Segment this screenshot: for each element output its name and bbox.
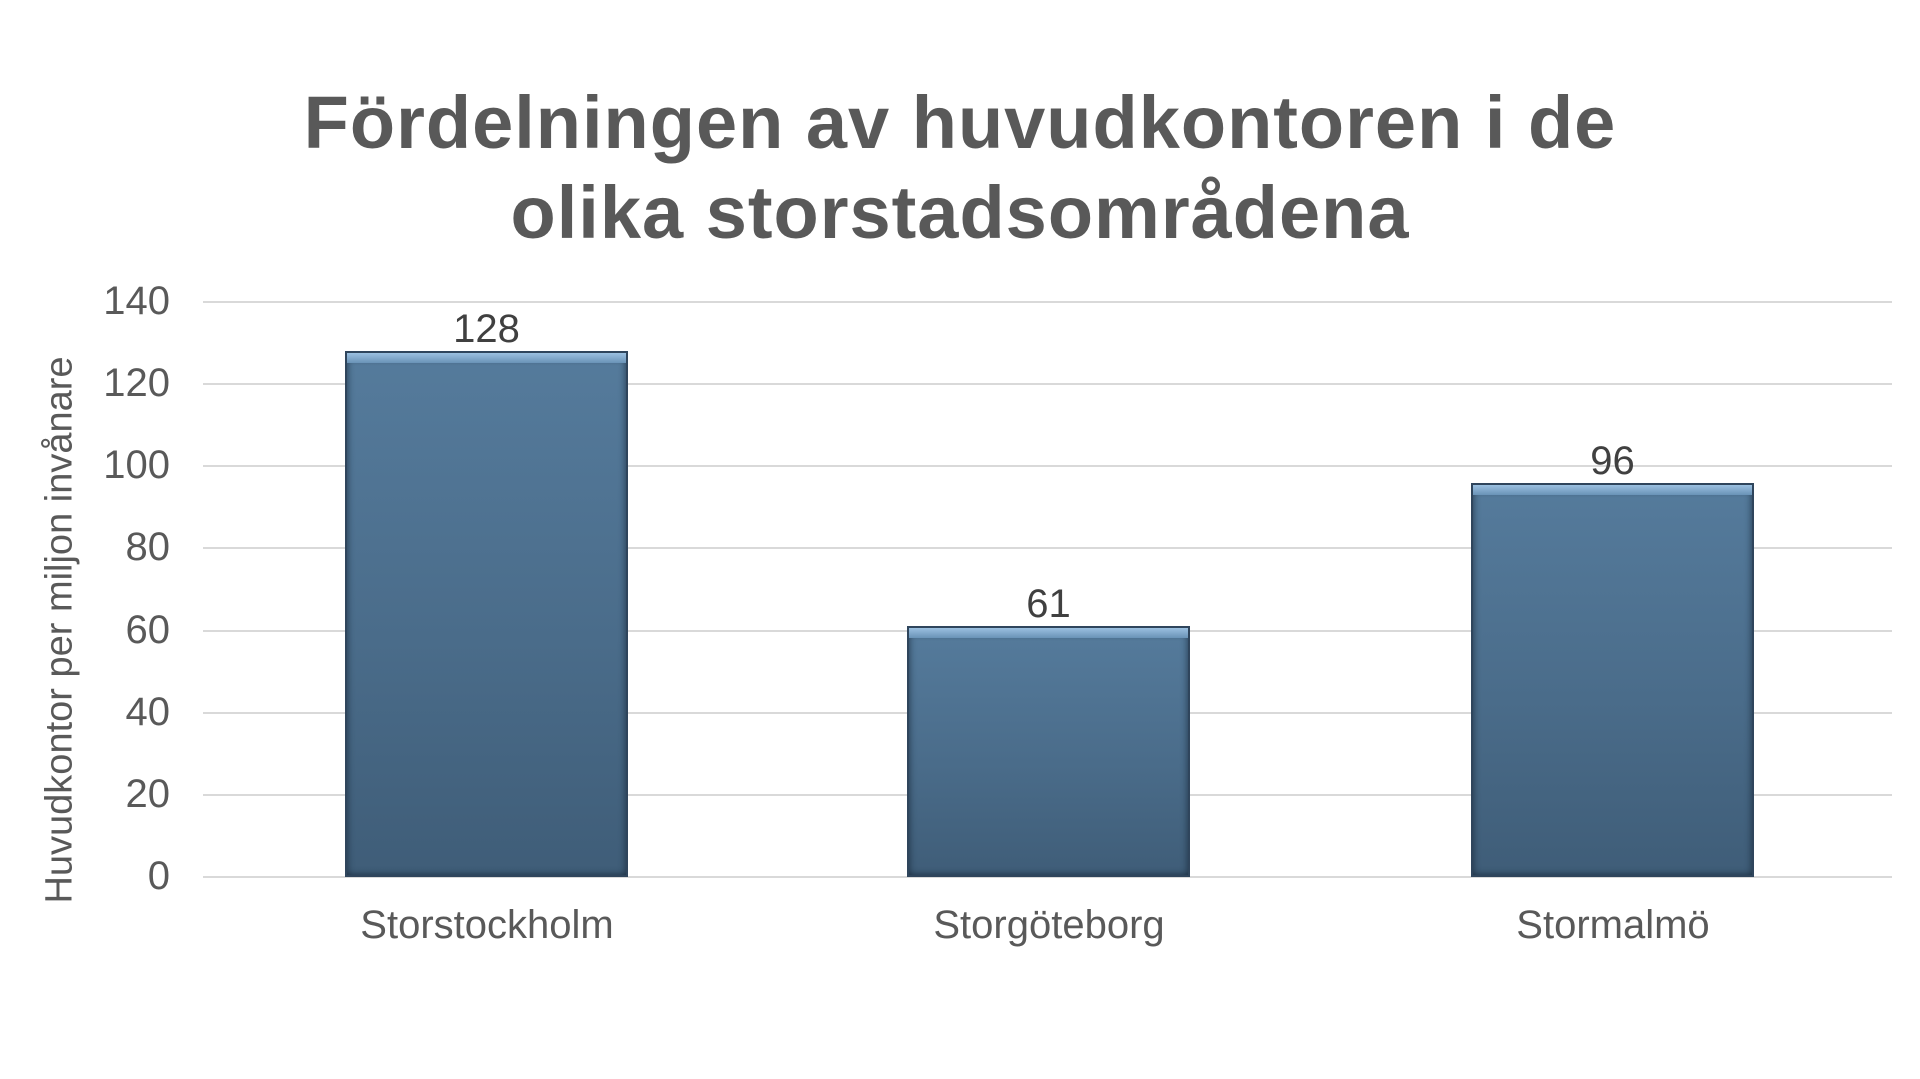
chart-title-line-1: Fördelningen av huvudkontoren i de [303,81,1617,164]
x-label-storstockholm: Storstockholm [360,903,614,947]
y-tick-0: 0 [147,854,170,898]
data-label-storgoteborg: 61 [1026,582,1071,626]
y-tick-20: 20 [125,772,171,816]
data-label-storstockholm: 128 [453,307,520,351]
y-tick-80: 80 [125,525,171,569]
bar-storgoteborg [907,626,1190,877]
bar-storstockholm [345,351,628,877]
y-tick-40: 40 [125,690,171,734]
y-tick-100: 100 [103,443,170,487]
gridline-120 [203,383,1892,385]
bar-stormalmo [1471,483,1754,877]
gridline-80 [203,547,1892,549]
plot-area: 128 61 96 [203,301,1892,878]
gridline-140 [203,301,1892,303]
chart-title-line-2: olika storstadsområdena [510,171,1410,254]
chart-title: Fördelningen av huvudkontoren i de olika… [0,78,1920,258]
gridline-100 [203,465,1892,467]
data-label-stormalmo: 96 [1590,439,1635,483]
y-tick-140: 140 [103,279,170,323]
x-label-stormalmo: Stormalmö [1516,903,1710,947]
y-tick-120: 120 [103,361,170,405]
gridline-0 [203,876,1892,878]
x-label-storgoteborg: Storgöteborg [933,903,1165,947]
y-tick-60: 60 [125,608,171,652]
